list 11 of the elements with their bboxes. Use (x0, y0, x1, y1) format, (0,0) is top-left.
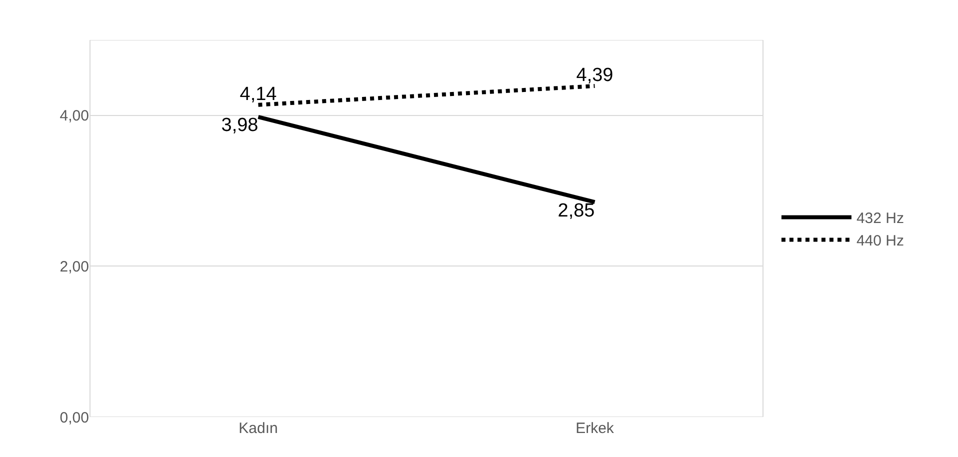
legend-label: 440 Hz (856, 232, 904, 250)
y-tick-label: 4,00 (60, 108, 89, 125)
data-label: 4,14 (240, 84, 278, 106)
data-label: 3,98 (221, 115, 258, 136)
legend-label: 432 Hz (856, 210, 904, 228)
data-label: 2,85 (558, 200, 595, 222)
y-tick-label: 2,00 (60, 258, 89, 276)
x-tick-label: Kadın (238, 420, 278, 437)
y-tick-label: 0,00 (60, 409, 89, 426)
data-label: 4,39 (576, 65, 614, 86)
x-tick-label: Erkek (576, 420, 614, 437)
